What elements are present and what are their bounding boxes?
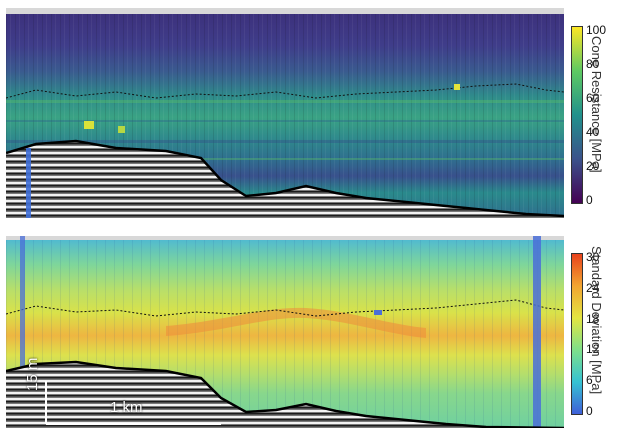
cone-resistance-colorbar bbox=[571, 26, 583, 204]
standard-deviation-colorbar bbox=[571, 253, 583, 415]
standard-deviation-image bbox=[6, 236, 564, 428]
seismic-profile bbox=[6, 141, 564, 218]
cone-resistance-colorbar-label: Cone Resistance [MPa] bbox=[589, 36, 604, 173]
cone-resistance-panel bbox=[6, 8, 564, 218]
standard-deviation-colorbar-label: Standard Deviation [MPa] bbox=[589, 246, 604, 395]
bottom_panel-colorbar-tick: 30 bbox=[586, 250, 600, 264]
bottom_panel-colorbar-tick: 0 bbox=[586, 404, 593, 418]
horizontal-scale-label: 1 km bbox=[110, 399, 143, 416]
vertical-scale-label: 15 m bbox=[24, 357, 41, 391]
standard-deviation-panel: 15 m 1 km bbox=[6, 236, 564, 428]
top_panel-colorbar-tick: 40 bbox=[586, 125, 600, 139]
seismic-profile-bottom bbox=[6, 362, 564, 428]
bottom_panel-colorbar-tick: 12 bbox=[586, 342, 600, 357]
top_panel-colorbar-tick: 80 bbox=[586, 57, 600, 71]
top_panel-colorbar-tick: 100 bbox=[586, 23, 607, 37]
cone-resistance-image bbox=[6, 8, 564, 218]
bottom_panel-colorbar-tick: 24 bbox=[586, 280, 600, 295]
bottom_panel-colorbar-tick: 18 bbox=[586, 311, 600, 326]
bottom_panel-colorbar-tick: 6 bbox=[586, 373, 593, 388]
top_panel-colorbar-tick: 60 bbox=[586, 91, 600, 105]
top_panel-colorbar-tick: 20 bbox=[586, 159, 600, 173]
top_panel-colorbar-tick: 0 bbox=[586, 193, 593, 207]
